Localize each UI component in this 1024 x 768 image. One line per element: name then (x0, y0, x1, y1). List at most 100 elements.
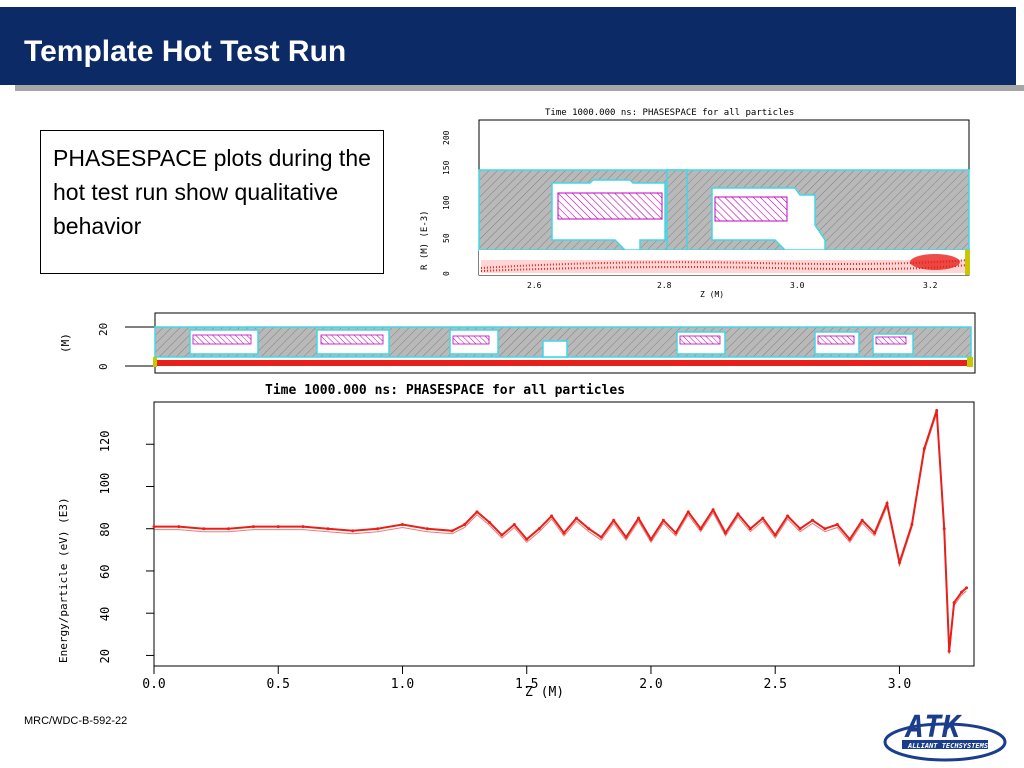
data-point (227, 527, 231, 531)
data-point (587, 527, 591, 531)
x-tick-label: 3.0 (888, 677, 911, 692)
svg-text:50: 50 (442, 233, 451, 243)
top-x-ticks: 2.6 2.8 3.0 3.2 (527, 281, 938, 290)
data-point (942, 527, 946, 531)
data-point (400, 522, 404, 526)
data-point (786, 514, 790, 518)
data-point (711, 508, 715, 512)
data-point (686, 510, 690, 514)
data-point (952, 601, 956, 605)
data-point (885, 501, 889, 505)
y-tick-label: 60 (98, 565, 112, 579)
energy-y-ticks: 20 40 60 80 100 120 (98, 431, 154, 663)
energy-plot-xlabel: Z (M) (525, 685, 564, 700)
energy-plot-ylabel: Energy/particle (eV) (E3) (57, 497, 70, 663)
data-point (897, 561, 901, 565)
energy-plot: Time 1000.000 ns: PHASESPACE for all par… (57, 383, 975, 700)
energy-plot-title: Time 1000.000 ns: PHASESPACE for all par… (265, 383, 625, 398)
data-point (463, 522, 467, 526)
energy-points (152, 408, 969, 653)
top-y-ticks: 200 150 100 50 0 (442, 130, 451, 276)
logo-wordmark: ATK (904, 710, 963, 745)
svg-text:2.8: 2.8 (657, 281, 672, 290)
energy-series-band (154, 413, 967, 655)
data-point (910, 522, 914, 526)
y-tick-label: 80 (98, 522, 112, 536)
data-point (512, 522, 516, 526)
data-point (376, 527, 380, 531)
data-point (550, 514, 554, 518)
data-point (425, 527, 429, 531)
x-tick-label: 2.0 (639, 677, 662, 692)
x-tick-label: 0.5 (267, 677, 290, 692)
data-point (922, 446, 926, 450)
svg-text:0: 0 (97, 363, 110, 370)
data-point (537, 527, 541, 531)
data-point (661, 518, 665, 522)
svg-text:3.2: 3.2 (923, 281, 938, 290)
data-point (450, 529, 454, 533)
top-particles (480, 250, 970, 275)
data-point (202, 527, 206, 531)
top-phasespace-plot: Time 1000.000 ns: PHASESPACE for all par… (420, 108, 970, 299)
mid-geometry-plot: (M) 20 0 (59, 312, 976, 374)
y-tick-label: 20 (98, 649, 112, 663)
atk-logo: ATK ALLIANT TECHSYSTEMS (883, 710, 1007, 762)
energy-x-ticks: 0.0 0.5 1.0 1.5 2.0 2.5 3.0 (142, 666, 911, 692)
data-point (823, 527, 827, 531)
data-point (947, 649, 951, 653)
title-bar: Template Hot Test Run (0, 7, 1016, 85)
callout-box: PHASESPACE plots during the hot test run… (40, 130, 384, 274)
data-point (860, 518, 864, 522)
data-point (301, 525, 305, 529)
logo-tagline: ALLIANT TECHSYSTEMS (907, 742, 988, 750)
top-plot-title: Time 1000.000 ns: PHASESPACE for all par… (545, 108, 794, 118)
data-point (724, 531, 728, 535)
data-point (326, 527, 330, 531)
footer-code: MRC/WDC-B-592-22 (24, 715, 128, 727)
data-point (251, 525, 255, 529)
data-point (637, 516, 641, 520)
data-point (965, 586, 969, 590)
callout-text: PHASESPACE plots during the hot test run… (53, 145, 371, 239)
data-point (612, 518, 616, 522)
data-point (748, 527, 752, 531)
mid-beam (155, 360, 971, 366)
data-point (960, 590, 964, 594)
y-tick-label: 100 (98, 473, 112, 495)
title-shadow (15, 85, 1024, 91)
mid-plot-ylabel: (M) (59, 333, 72, 353)
top-cavity-1-insert (557, 192, 663, 220)
data-point (835, 522, 839, 526)
data-point (574, 516, 578, 520)
x-tick-label: 1.5 (515, 677, 538, 692)
svg-text:100: 100 (442, 195, 451, 210)
data-point (699, 527, 703, 531)
data-point (475, 510, 479, 514)
x-tick-label: 1.0 (391, 677, 414, 692)
mid-inserts (192, 334, 907, 345)
svg-text:3.0: 3.0 (790, 281, 805, 290)
data-point (562, 531, 566, 535)
data-point (649, 537, 653, 541)
data-point (798, 527, 802, 531)
x-tick-label: 0.0 (142, 677, 165, 692)
data-point (873, 531, 877, 535)
x-tick-label: 2.5 (763, 677, 786, 692)
svg-text:0: 0 (442, 271, 451, 276)
data-point (487, 520, 491, 524)
data-point (624, 535, 628, 539)
svg-text:200: 200 (442, 130, 451, 145)
data-point (761, 516, 765, 520)
top-gap-1 (666, 169, 688, 251)
data-point (935, 408, 939, 412)
data-point (773, 533, 777, 537)
top-plot-xlabel: Z (M) (700, 290, 724, 299)
top-plot-ylabel: R (M) (E-3) (420, 210, 430, 270)
y-tick-label: 40 (98, 607, 112, 621)
data-point (500, 533, 504, 537)
slide-title: Template Hot Test Run (24, 35, 347, 68)
top-cavity-2-insert (714, 196, 788, 222)
data-point (848, 537, 852, 541)
data-point (599, 535, 603, 539)
